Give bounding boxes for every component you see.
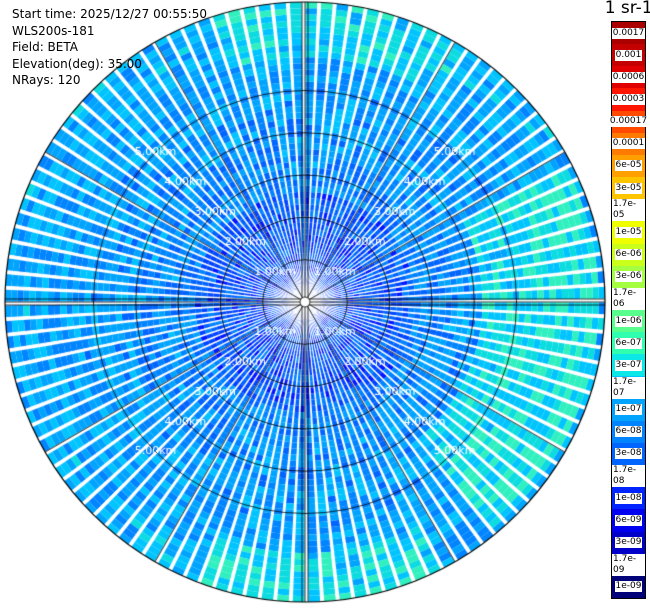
colorbar-step: 1e-09 bbox=[612, 575, 645, 598]
colorbar-step: 0.00017 bbox=[608, 110, 649, 133]
colorbar-units: m-1 sr-1 bbox=[606, 0, 650, 18]
colorbar-tick-label: 1.7e-06 bbox=[612, 287, 645, 310]
colorbar-tick-label: 0.0006 bbox=[611, 71, 646, 83]
colorbar-tick-label: 6e-06 bbox=[614, 249, 643, 261]
colorbar-step: 0.0017 bbox=[611, 22, 646, 45]
colorbar-step: 1e-08 bbox=[612, 487, 645, 510]
colorbar-step: 1.7e-07 bbox=[612, 376, 645, 399]
units-label: m-1 sr-1 bbox=[606, 0, 650, 18]
nrays: NRays: 120 bbox=[12, 73, 81, 87]
colorbar-step: 3e-07 bbox=[612, 354, 645, 377]
colorbar-tick-label: 1.7e-05 bbox=[612, 199, 645, 222]
colorbar-tick-label: 0.00017 bbox=[608, 116, 649, 128]
colorbar-step: 6e-07 bbox=[612, 332, 645, 355]
colorbar-step: 0.001 bbox=[612, 44, 645, 67]
colorbar: 0.0017 0.001 0.0006 0.0003 0.00017 0.0001 6e-0… bbox=[608, 21, 649, 599]
colorbar-tick-label: 1.7e-07 bbox=[612, 376, 645, 399]
colorbar-tick-label: 0.0001 bbox=[611, 138, 646, 150]
colorbar-step: 6e-09 bbox=[612, 509, 645, 532]
colorbar-tick-label: 6e-09 bbox=[614, 514, 643, 526]
colorbar-step: 1.7e-08 bbox=[612, 465, 645, 488]
colorbar-step: 0.0006 bbox=[611, 66, 646, 89]
colorbar-step: 1.7e-05 bbox=[612, 199, 645, 222]
colorbar-tick-label: 1e-09 bbox=[614, 581, 643, 593]
colorbar-step: 6e-06 bbox=[612, 243, 645, 266]
colorbar-tick-label: 0.0003 bbox=[611, 94, 646, 106]
colorbar-step: 6e-05 bbox=[612, 154, 645, 178]
colorbar-tick-label: 0.001 bbox=[614, 49, 643, 61]
colorbar-step: 1.7e-09 bbox=[612, 553, 645, 576]
colorbar-tick-label: 3e-08 bbox=[614, 448, 643, 460]
colorbar-step: 1e-07 bbox=[612, 398, 645, 421]
scan-info: Start time: 2025/12/27 00:55:50 WLS200s-… bbox=[12, 6, 207, 89]
colorbar-step: 0.0003 bbox=[611, 88, 646, 111]
colorbar-tick-label: 1.7e-08 bbox=[612, 465, 645, 488]
colorbar-tick-label: 3e-05 bbox=[614, 182, 643, 194]
elevation: Elevation(deg): 35.00 bbox=[12, 56, 142, 71]
colorbar-tick-label: 3e-06 bbox=[614, 271, 643, 283]
colorbar-tick-label: 1.7e-09 bbox=[612, 553, 645, 576]
colorbar-step: 6e-08 bbox=[612, 420, 645, 443]
colorbar-tick-label: 1e-05 bbox=[614, 226, 643, 238]
instrument-name: WLS200s-181 bbox=[12, 23, 95, 38]
colorbar-step: 1e-05 bbox=[612, 221, 645, 244]
colorbar-step: 3e-06 bbox=[612, 265, 645, 288]
colorbar-tick-label: 6e-08 bbox=[614, 426, 643, 438]
colorbar-step: 1e-06 bbox=[612, 310, 645, 333]
start-time: Start time: 2025/12/27 00:55:50 bbox=[12, 7, 207, 21]
colorbar-tick-label: 1e-08 bbox=[614, 492, 643, 504]
colorbar-tick-label: 6e-05 bbox=[614, 160, 643, 172]
colorbar-tick-label: 1e-06 bbox=[614, 315, 643, 327]
colorbar-step: 1.7e-06 bbox=[612, 287, 645, 310]
colorbar-tick-label: 6e-07 bbox=[614, 337, 643, 349]
field-name: Field: BETA bbox=[12, 40, 78, 54]
colorbar-tick-label: 3e-09 bbox=[614, 537, 643, 549]
colorbar-step: 3e-08 bbox=[612, 442, 645, 466]
colorbar-tick-label: 1e-07 bbox=[614, 404, 643, 416]
colorbar-tick-label: 3e-07 bbox=[614, 359, 643, 371]
colorbar-step: 3e-09 bbox=[612, 531, 645, 554]
ppi-scan-plot bbox=[0, 0, 610, 610]
colorbar-step: 3e-05 bbox=[612, 177, 645, 200]
colorbar-tick-label: 0.0017 bbox=[611, 27, 646, 39]
colorbar-step: 0.0001 bbox=[611, 132, 646, 155]
